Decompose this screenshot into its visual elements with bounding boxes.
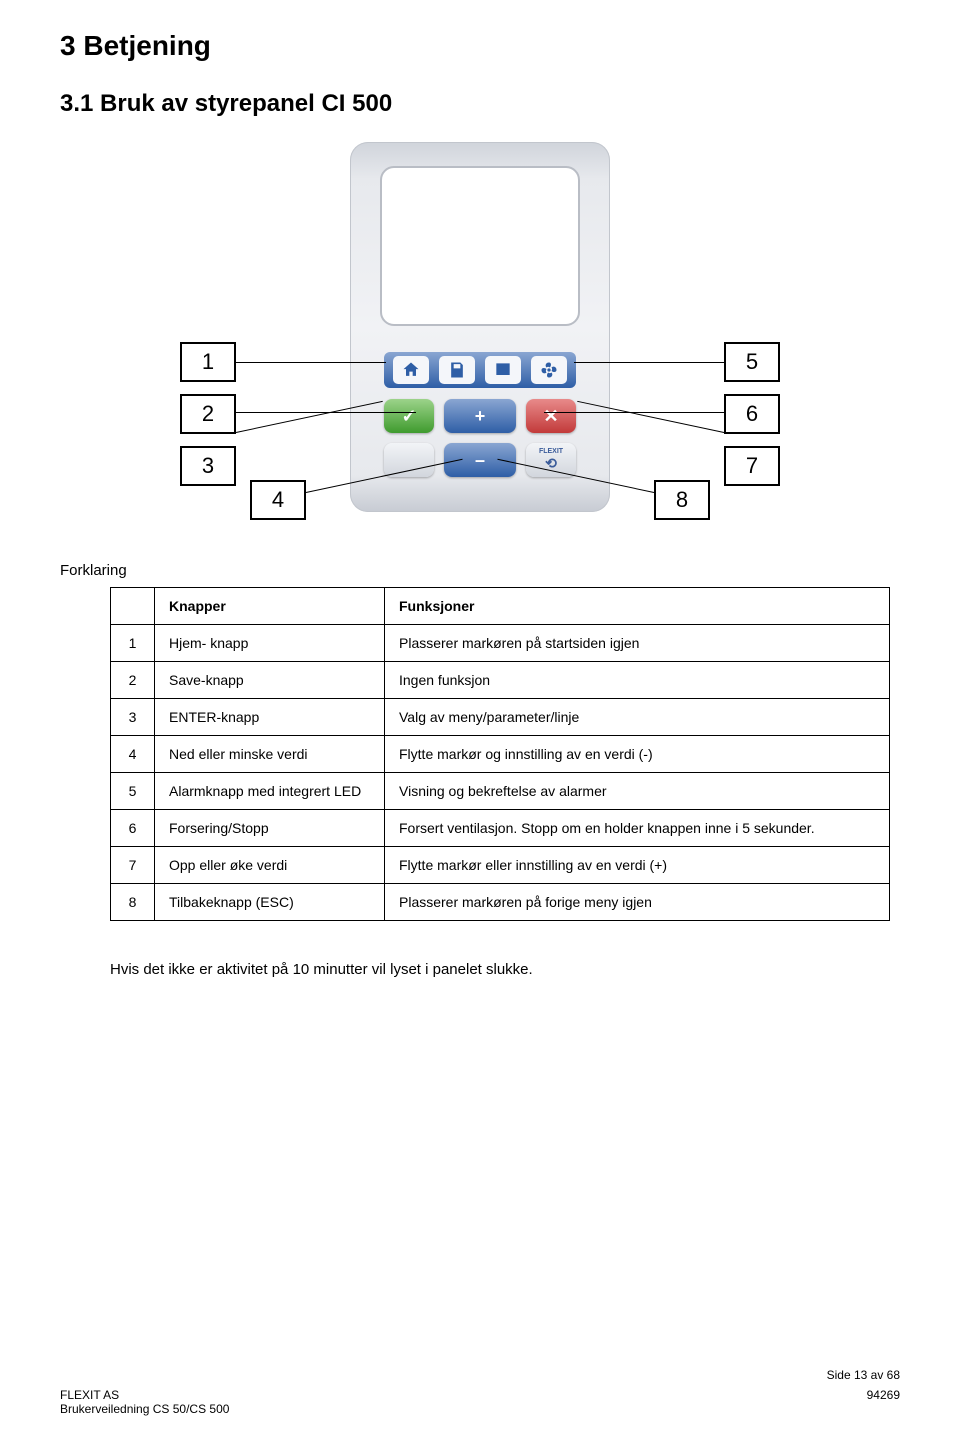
row-func: Plasserer markøren på forige meny igjen	[385, 884, 890, 921]
page-heading-2: 3.1 Bruk av styrepanel CI 500	[60, 90, 900, 118]
row-key: Tilbakeknapp (ESC)	[155, 884, 385, 921]
row-number: 1	[111, 625, 155, 662]
blank-button[interactable]	[384, 443, 434, 477]
control-panel: ✓ + ✕ – FLEXIT ⟲	[350, 142, 610, 512]
callout-1: 1	[180, 342, 236, 382]
cancel-button[interactable]: ✕	[526, 399, 576, 433]
table-row: 1Hjem- knappPlasserer markøren på starts…	[111, 625, 890, 662]
buttons-table: Knapper Funksjoner 1Hjem- knappPlasserer…	[110, 587, 890, 921]
row-func: Flytte markør og innstilling av en verdi…	[385, 736, 890, 773]
page-heading-1: 3 Betjening	[60, 30, 900, 62]
inactivity-note: Hvis det ikke er aktivitet på 10 minutte…	[110, 961, 900, 978]
esc-button[interactable]: FLEXIT ⟲	[526, 443, 576, 477]
row-key: Save-knapp	[155, 662, 385, 699]
fan-icon[interactable]	[531, 356, 567, 384]
table-header-knapper: Knapper	[155, 588, 385, 625]
table-row: 7Opp eller øke verdiFlytte markør eller …	[111, 847, 890, 884]
page-footer: Side 13 av 68 FLEXIT AS Brukerveiledning…	[60, 1368, 900, 1416]
callout-7: 7	[724, 446, 780, 486]
callout-2: 2	[180, 394, 236, 434]
footer-page: Side 13 av 68	[60, 1368, 900, 1382]
row-number: 5	[111, 773, 155, 810]
footer-manual: Brukerveiledning CS 50/CS 500	[60, 1402, 229, 1416]
callout-line	[574, 362, 724, 363]
table-row: 4Ned eller minske verdiFlytte markør og …	[111, 736, 890, 773]
row-key: Forsering/Stopp	[155, 810, 385, 847]
table-header-blank	[111, 588, 155, 625]
row-number: 2	[111, 662, 155, 699]
row-number: 6	[111, 810, 155, 847]
table-row: 3ENTER-knappValg av meny/parameter/linje	[111, 699, 890, 736]
alarm-icon[interactable]	[485, 356, 521, 384]
row-func: Forsert ventilasjon. Stopp om en holder …	[385, 810, 890, 847]
callout-line	[236, 362, 386, 363]
callout-6: 6	[724, 394, 780, 434]
panel-button-row-bot: – FLEXIT ⟲	[384, 442, 576, 478]
callout-5: 5	[724, 342, 780, 382]
row-number: 7	[111, 847, 155, 884]
row-key: Hjem- knapp	[155, 625, 385, 662]
footer-docnum: 94269	[867, 1388, 900, 1416]
row-number: 8	[111, 884, 155, 921]
row-func: Flytte markør eller innstilling av en ve…	[385, 847, 890, 884]
callout-3: 3	[180, 446, 236, 486]
panel-icon-row	[384, 352, 576, 388]
footer-company: FLEXIT AS	[60, 1388, 229, 1402]
row-key: Ned eller minske verdi	[155, 736, 385, 773]
panel-screen	[380, 166, 580, 326]
row-func: Plasserer markøren på startsiden igjen	[385, 625, 890, 662]
table-header-funksjoner: Funksjoner	[385, 588, 890, 625]
home-icon[interactable]	[393, 356, 429, 384]
callout-4: 4	[250, 480, 306, 520]
row-func: Ingen funksjon	[385, 662, 890, 699]
panel-button-row-top: ✓ + ✕	[384, 398, 576, 434]
row-key: ENTER-knapp	[155, 699, 385, 736]
row-number: 3	[111, 699, 155, 736]
row-number: 4	[111, 736, 155, 773]
save-icon[interactable]	[439, 356, 475, 384]
table-row: 2Save-knappIngen funksjon	[111, 662, 890, 699]
row-key: Alarmknapp med integrert LED	[155, 773, 385, 810]
enter-button[interactable]: ✓	[384, 399, 434, 433]
table-caption: Forklaring	[60, 562, 900, 579]
row-key: Opp eller øke verdi	[155, 847, 385, 884]
row-func: Valg av meny/parameter/linje	[385, 699, 890, 736]
table-row: 8Tilbakeknapp (ESC)Plasserer markøren på…	[111, 884, 890, 921]
table-row: 6Forsering/StoppForsert ventilasjon. Sto…	[111, 810, 890, 847]
row-func: Visning og bekreftelse av alarmer	[385, 773, 890, 810]
up-button[interactable]: +	[444, 399, 516, 433]
panel-diagram: ✓ + ✕ – FLEXIT ⟲ 1 2 3 4 5 6 7 8	[160, 142, 800, 522]
callout-8: 8	[654, 480, 710, 520]
table-row: 5Alarmknapp med integrert LEDVisning og …	[111, 773, 890, 810]
